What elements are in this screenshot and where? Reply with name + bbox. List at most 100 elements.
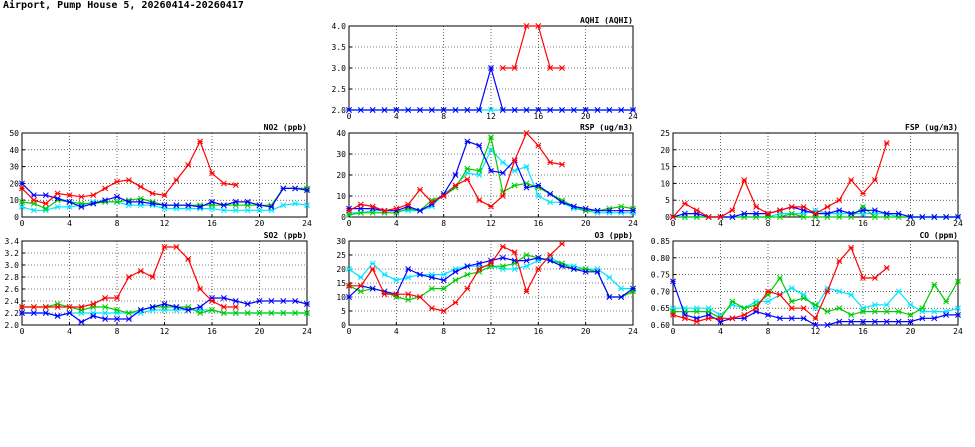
fsp-xtick-label: 12 (811, 219, 821, 228)
fsp-point-blue (931, 214, 938, 220)
rsp-point-red (417, 186, 423, 193)
o3-xtick-label: 0 (347, 327, 352, 336)
aqhi-point-blue (417, 107, 423, 113)
no2-point-blue (125, 198, 132, 205)
o3-point-blue (417, 271, 423, 278)
o3-point-red (452, 299, 459, 306)
rsp-ytick-label: 20 (336, 171, 346, 180)
co-point-green (788, 298, 795, 305)
no2-point-cyan (292, 200, 299, 207)
so2-point-green (244, 310, 251, 316)
fsp-point-red (729, 207, 736, 214)
no2-point-red (78, 193, 85, 200)
no2-xtick-label: 8 (115, 219, 120, 228)
rsp-ytick-label: 30 (336, 150, 346, 159)
so2-ytick-label: 3.2 (5, 249, 20, 258)
fsp-panel-title: FSP (ug/m3) (905, 123, 958, 132)
rsp-point-red (428, 199, 435, 206)
o3-xtick-label: 20 (581, 327, 591, 336)
co-point-red (800, 305, 807, 312)
rsp-point-cyan (523, 163, 530, 170)
so2-point-blue (78, 319, 85, 325)
fsp-point-red (765, 210, 771, 217)
so2-point-red (173, 244, 180, 250)
co-point-blue (860, 318, 866, 325)
rsp-point-blue (559, 199, 565, 206)
no2-point-red (19, 185, 25, 192)
rsp-xtick-label: 20 (581, 219, 591, 228)
so2-point-cyan (102, 310, 109, 316)
rsp-point-blue (547, 190, 554, 197)
o3-point-blue (559, 263, 565, 270)
so2-ytick-label: 2.6 (5, 285, 20, 294)
o3-point-blue (346, 294, 352, 300)
rsp-point-green (464, 165, 471, 172)
so2-point-red (149, 274, 156, 280)
aqhi-point-blue (452, 107, 459, 113)
rsp-xtick-label: 24 (628, 219, 638, 228)
o3-ytick-label: 15 (336, 279, 346, 288)
no2-point-blue (19, 180, 25, 187)
aqhi-point-blue (464, 107, 471, 113)
no2-point-blue (54, 195, 61, 202)
fsp-point-red (717, 214, 724, 220)
no2-point-red (149, 190, 156, 197)
so2-point-red (102, 295, 109, 301)
aqhi-point-red (523, 23, 530, 29)
fsp-point-red (812, 210, 819, 217)
rsp-point-blue (417, 207, 423, 214)
co-point-green (776, 275, 783, 281)
rsp-point-red (381, 207, 388, 214)
co-point-blue (800, 315, 807, 322)
no2-point-cyan (232, 207, 239, 214)
rsp-point-red (547, 159, 554, 166)
o3-point-blue (594, 268, 601, 275)
co-point-green (955, 278, 961, 285)
no2-point-red (197, 138, 204, 145)
co-xtick-label: 20 (906, 327, 916, 336)
co-point-red (871, 275, 878, 281)
aqhi-point-blue (346, 107, 352, 113)
aqhi-point-blue (559, 107, 565, 113)
no2-point-red (102, 185, 109, 192)
aqhi-point-blue (428, 107, 435, 113)
no2-panel: 0 4 8 12 16 20 24 0 10 20 30 40 50 NO2 (ppb) (9, 123, 312, 228)
co-point-red (765, 288, 771, 295)
co-point-cyan (931, 308, 938, 315)
o3-point-blue (464, 263, 471, 270)
no2-point-red (220, 180, 227, 187)
o3-ytick-label: 0 (341, 321, 346, 330)
fsp-point-blue (836, 207, 843, 214)
co-point-cyan (895, 288, 902, 295)
aqhi-point-blue (405, 107, 412, 113)
aqhi-point-red (499, 65, 506, 71)
so2-point-red (54, 304, 61, 310)
fsp-xtick-label: 20 (906, 219, 916, 228)
fsp-point-red (860, 190, 866, 197)
so2-point-green (268, 310, 275, 316)
so2-xtick-label: 16 (207, 327, 217, 336)
no2-point-blue (197, 203, 204, 210)
fsp-point-blue (895, 210, 902, 217)
o3-point-blue (452, 268, 459, 275)
o3-point-red (428, 305, 435, 312)
rsp-point-cyan (499, 159, 506, 166)
rsp-point-blue (476, 142, 483, 149)
fsp-point-red (824, 203, 831, 210)
co-point-cyan (883, 301, 890, 308)
so2-point-red (185, 256, 192, 262)
o3-xtick-label: 12 (486, 327, 496, 336)
co-point-red (848, 244, 855, 251)
fsp-point-green (871, 214, 878, 220)
co-point-blue (670, 278, 676, 285)
no2-point-blue (220, 202, 227, 209)
co-point-red (670, 311, 676, 318)
so2-panel-title: SO2 (ppb) (264, 231, 307, 240)
so2-panel: 0 4 8 12 16 20 24 2.0 2.2 2.4 2.6 2.8 3.0 3.2 3.4 SO2 (… (5, 231, 312, 336)
rsp-point-blue (523, 184, 530, 191)
rsp-panel-title: RSP (ug/m3) (580, 123, 633, 132)
o3-ytick-label: 5 (341, 307, 346, 316)
aqhi-point-blue (570, 107, 577, 113)
o3-point-green (523, 252, 530, 258)
fsp-point-red (753, 203, 760, 210)
